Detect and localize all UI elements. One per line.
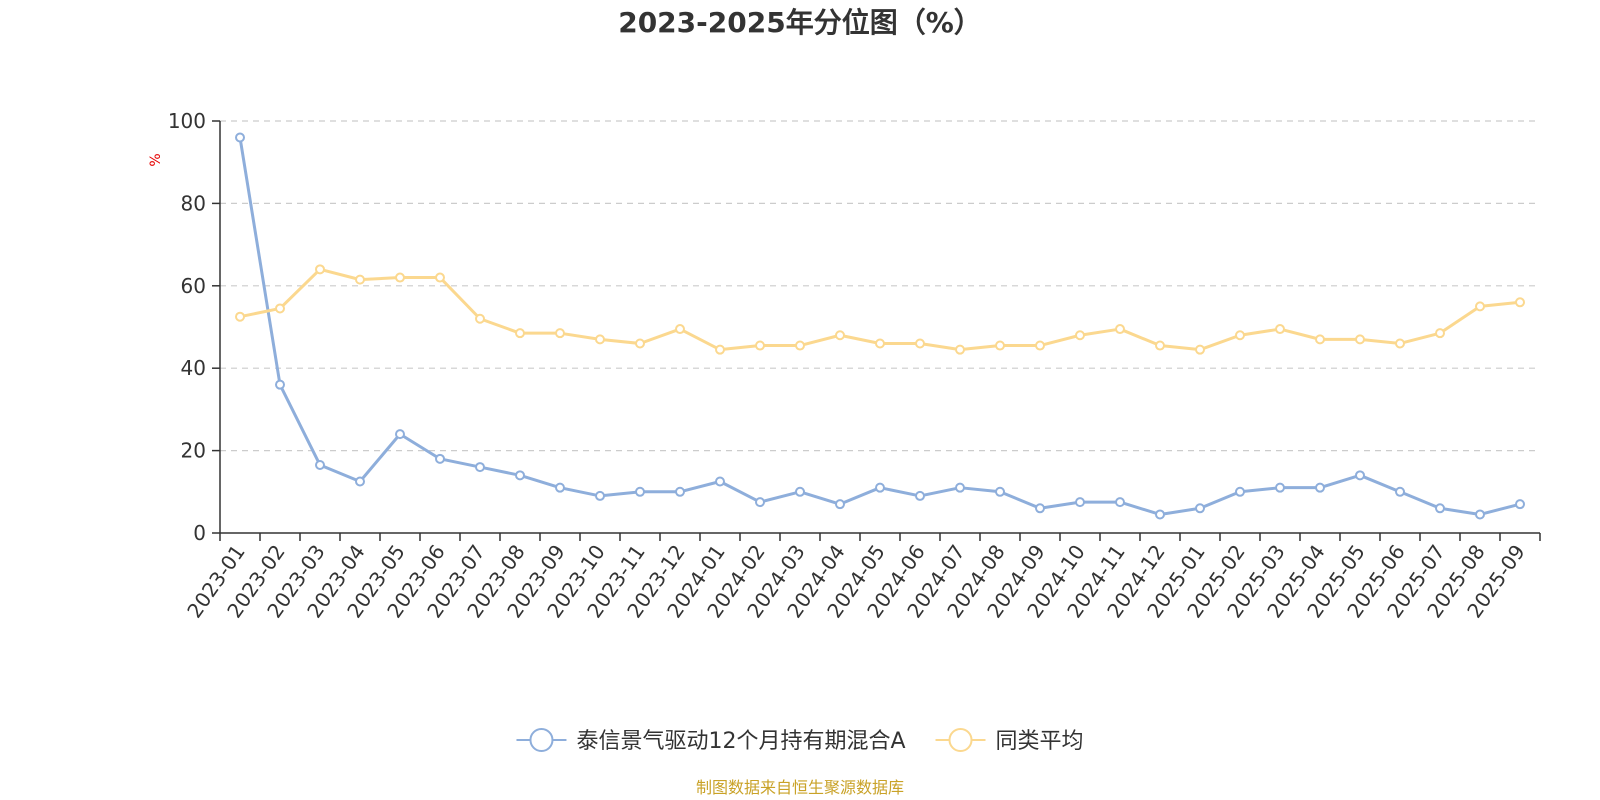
legend-item-2[interactable]: 同类平均: [935, 728, 1084, 754]
data-point[interactable]: [435, 453, 445, 464]
y-tick-label: 60: [181, 274, 206, 298]
data-point[interactable]: [1315, 482, 1325, 493]
data-point[interactable]: [1115, 324, 1125, 335]
source-note: 制图数据来自恒生聚源数据库: [696, 778, 904, 797]
legend-label: 泰信景气驱动12个月持有期混合A: [576, 729, 905, 754]
data-point[interactable]: [635, 338, 645, 349]
data-point[interactable]: [715, 344, 725, 355]
data-point[interactable]: [715, 476, 725, 487]
grid-lines: [220, 120, 1540, 452]
data-point[interactable]: [1235, 486, 1245, 497]
data-point[interactable]: [875, 482, 885, 493]
data-point[interactable]: [475, 313, 485, 324]
data-point[interactable]: [915, 490, 925, 501]
data-point[interactable]: [795, 340, 805, 351]
data-point[interactable]: [1235, 330, 1245, 341]
data-point[interactable]: [915, 338, 925, 349]
chart-title: 2023-2025年分位图（%）: [618, 6, 982, 39]
data-point[interactable]: [1475, 509, 1485, 520]
data-point[interactable]: [1395, 486, 1405, 497]
data-point[interactable]: [1475, 301, 1485, 312]
data-point[interactable]: [355, 274, 365, 285]
data-point[interactable]: [515, 470, 525, 481]
data-point[interactable]: [835, 499, 845, 510]
data-point[interactable]: [675, 324, 685, 335]
data-point[interactable]: [1115, 497, 1125, 508]
series-1: [235, 132, 1525, 520]
data-point[interactable]: [595, 334, 605, 345]
data-point[interactable]: [235, 311, 245, 322]
data-point[interactable]: [1515, 297, 1525, 308]
data-point[interactable]: [555, 328, 565, 339]
data-point[interactable]: [875, 338, 885, 349]
legend[interactable]: 泰信景气驱动12个月持有期混合A 同类平均: [516, 728, 1084, 754]
series-lines: [235, 132, 1525, 520]
y-tick-label: 40: [181, 356, 206, 380]
data-point[interactable]: [315, 264, 325, 275]
data-point[interactable]: [675, 486, 685, 497]
series-line: [239, 267, 1521, 352]
data-point[interactable]: [315, 460, 325, 471]
data-point[interactable]: [1355, 334, 1365, 345]
data-point[interactable]: [1435, 328, 1445, 339]
series-line: [238, 137, 1521, 516]
y-tick-label: 100: [168, 109, 206, 133]
y-axis-unit-label: %: [148, 153, 164, 166]
data-point[interactable]: [395, 272, 405, 283]
data-point[interactable]: [355, 476, 365, 487]
data-point[interactable]: [235, 132, 245, 143]
data-point[interactable]: [1355, 470, 1365, 481]
legend-circle-symbol: [529, 728, 554, 752]
data-point[interactable]: [1275, 482, 1285, 493]
y-tick-label: 80: [181, 191, 206, 215]
data-point[interactable]: [1395, 338, 1405, 349]
data-point[interactable]: [955, 344, 965, 355]
data-point[interactable]: [555, 482, 565, 493]
data-point[interactable]: [1435, 503, 1445, 514]
data-point[interactable]: [1075, 330, 1085, 341]
data-point[interactable]: [395, 429, 405, 440]
data-point[interactable]: [995, 340, 1005, 351]
legend-circle-symbol: [948, 728, 973, 752]
data-point[interactable]: [755, 497, 765, 508]
data-point[interactable]: [995, 486, 1005, 497]
data-point[interactable]: [1075, 497, 1085, 508]
series-2: [235, 264, 1525, 355]
data-point[interactable]: [1275, 324, 1285, 335]
data-point[interactable]: [755, 340, 765, 351]
data-point[interactable]: [795, 486, 805, 497]
y-tick-label: 20: [181, 439, 206, 463]
data-point[interactable]: [1315, 334, 1325, 345]
data-point[interactable]: [1035, 340, 1045, 351]
data-point[interactable]: [275, 379, 285, 390]
legend-item-1[interactable]: 泰信景气驱动12个月持有期混合A: [516, 728, 906, 754]
data-point[interactable]: [1195, 344, 1205, 355]
y-tick-label: 0: [193, 521, 206, 545]
data-point[interactable]: [1515, 499, 1525, 510]
data-point[interactable]: [595, 490, 605, 501]
data-point[interactable]: [475, 462, 485, 473]
data-point[interactable]: [1155, 509, 1165, 520]
axes: 0204060801002023-012023-022023-032023-04…: [168, 109, 1541, 622]
data-point[interactable]: [275, 303, 285, 314]
data-point[interactable]: [955, 482, 965, 493]
legend-label: 同类平均: [996, 729, 1084, 754]
data-point[interactable]: [1035, 503, 1045, 514]
data-point[interactable]: [1195, 503, 1205, 514]
data-point[interactable]: [835, 330, 845, 341]
data-point[interactable]: [435, 272, 445, 283]
data-point[interactable]: [515, 328, 525, 339]
data-point[interactable]: [1155, 340, 1165, 351]
data-point[interactable]: [635, 486, 645, 497]
